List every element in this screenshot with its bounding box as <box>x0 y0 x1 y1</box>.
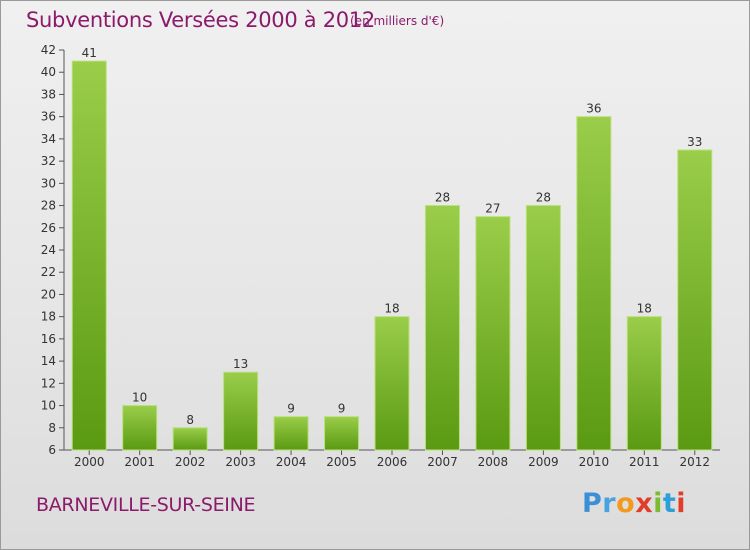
x-tick-label: 2002 <box>175 455 206 469</box>
chart-unit: (en milliers d'€) <box>350 14 445 28</box>
y-tick-label: 42 <box>41 43 56 57</box>
chart-title: Subventions Versées 2000 à 2012 <box>26 8 375 32</box>
bar-2002 <box>172 427 208 451</box>
bar-2001 <box>122 405 158 451</box>
x-tick-label: 2012 <box>679 455 710 469</box>
bar-value-label: 9 <box>338 402 346 416</box>
bar-2007 <box>424 205 460 451</box>
x-tick-label: 2000 <box>74 455 105 469</box>
bar-value-label: 13 <box>233 357 248 371</box>
proxiti-logo: Proxiti <box>582 488 687 519</box>
bar-2009 <box>525 205 561 451</box>
y-tick-label: 28 <box>41 199 56 213</box>
x-tick-label: 2009 <box>528 455 559 469</box>
y-tick-label: 16 <box>41 332 56 346</box>
bar-value-label: 9 <box>287 402 295 416</box>
y-tick-label: 20 <box>41 287 56 301</box>
x-tick-label: 2001 <box>124 455 155 469</box>
bar-2004 <box>273 416 309 451</box>
y-tick-label: 6 <box>48 443 56 457</box>
bar-value-label: 18 <box>637 302 652 316</box>
x-tick-label: 2005 <box>326 455 357 469</box>
y-tick-label: 38 <box>41 87 56 101</box>
bar-value-label: 36 <box>586 102 601 116</box>
bar-2000 <box>71 60 107 451</box>
bar-value-label: 28 <box>435 191 450 205</box>
bar-2010 <box>576 116 612 451</box>
bar-value-label: 28 <box>536 191 551 205</box>
bar-value-label: 33 <box>687 135 702 149</box>
x-tick-label: 2007 <box>427 455 458 469</box>
y-tick-label: 8 <box>48 421 56 435</box>
y-tick-label: 18 <box>41 310 56 324</box>
bar-value-label: 8 <box>186 413 194 427</box>
bar-2011 <box>626 316 662 451</box>
bar-value-label: 10 <box>132 391 147 405</box>
bar-value-label: 18 <box>384 302 399 316</box>
x-tick-label: 2008 <box>478 455 509 469</box>
bar-2012 <box>677 149 713 451</box>
y-tick-label: 24 <box>41 243 56 257</box>
y-tick-label: 12 <box>41 376 56 390</box>
x-tick-label: 2003 <box>225 455 256 469</box>
y-tick-label: 36 <box>41 110 56 124</box>
commune-name: BARNEVILLE-SUR-SEINE <box>36 494 256 516</box>
y-tick-label: 10 <box>41 399 56 413</box>
y-tick-label: 32 <box>41 154 56 168</box>
y-tick-label: 22 <box>41 265 56 279</box>
bar-2003 <box>223 371 259 451</box>
x-tick-label: 2006 <box>377 455 408 469</box>
x-tick-label: 2010 <box>579 455 610 469</box>
y-tick-label: 34 <box>41 132 56 146</box>
bar-value-label: 41 <box>82 46 97 60</box>
bar-2006 <box>374 316 410 451</box>
bar-labels: 41 10 8 13 9 9 18 28 27 28 36 18 33 <box>82 46 703 427</box>
bar-value-label: 27 <box>485 202 500 216</box>
bar-2005 <box>324 416 360 451</box>
y-tick-label: 40 <box>41 65 56 79</box>
bars <box>71 60 713 451</box>
x-tick-label: 2004 <box>276 455 307 469</box>
y-tick-label: 30 <box>41 176 56 190</box>
x-tick-label: 2011 <box>629 455 660 469</box>
y-tick-label: 26 <box>41 221 56 235</box>
y-tick-label: 14 <box>41 354 56 368</box>
bar-2008 <box>475 216 511 451</box>
